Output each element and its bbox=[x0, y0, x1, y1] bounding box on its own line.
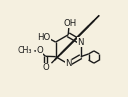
Text: O: O bbox=[42, 63, 49, 72]
Text: N: N bbox=[78, 38, 84, 47]
Text: CH₃: CH₃ bbox=[18, 46, 32, 55]
Text: N: N bbox=[65, 59, 71, 68]
Text: O: O bbox=[36, 46, 43, 55]
Text: OH: OH bbox=[63, 19, 77, 28]
Text: HO: HO bbox=[37, 33, 51, 42]
